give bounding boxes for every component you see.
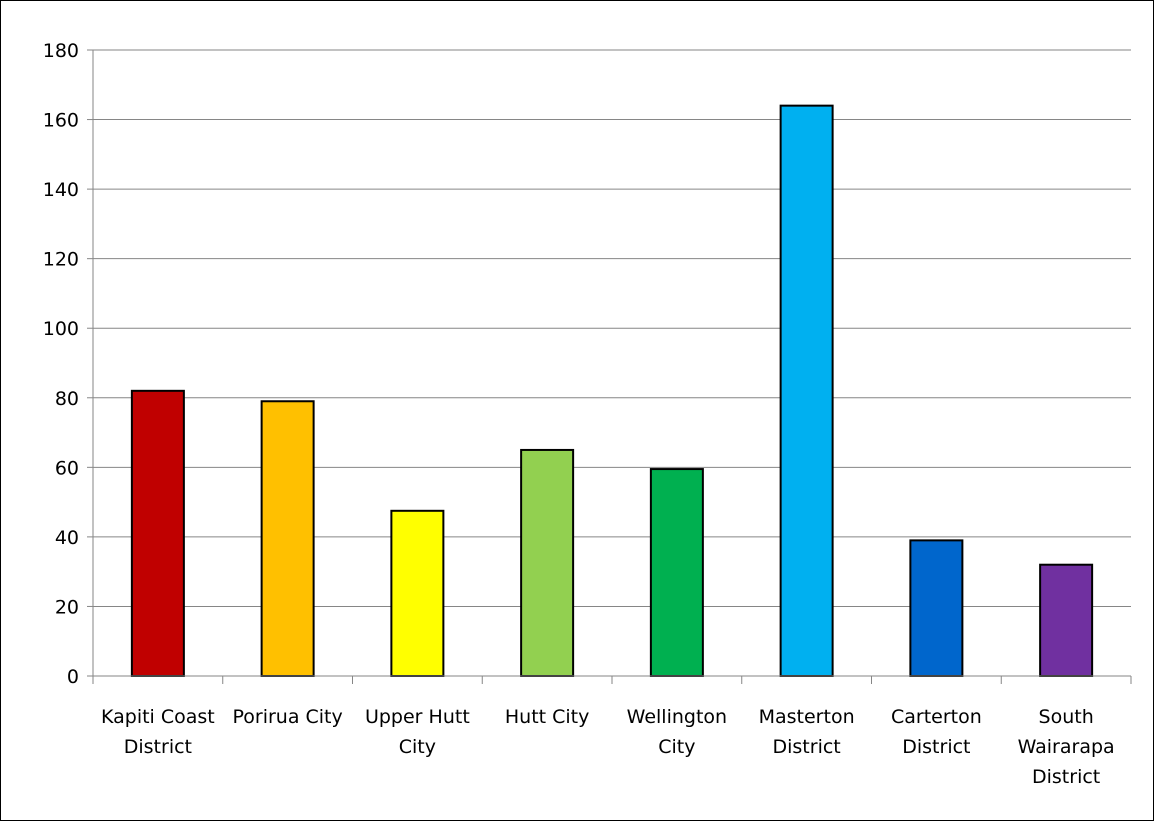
bars (130, 104, 1094, 678)
y-axis-ticks: 0 20 40 60 80 100 120 140 160 180 (43, 40, 93, 688)
axes (92, 50, 1132, 684)
x-tick-label-line: Porirua City (232, 706, 342, 728)
x-tick-label: Upper Hutt City (365, 706, 470, 758)
x-tick-label-line: South (1039, 706, 1094, 728)
x-tick-label: Wellington City (627, 706, 727, 758)
y-tick-label: 20 (55, 596, 79, 618)
x-tick-label-line: District (1032, 766, 1100, 788)
y-tick-label: 160 (43, 110, 79, 132)
bar (260, 400, 315, 677)
x-tick-label-line: District (773, 736, 841, 758)
bar (779, 104, 834, 677)
y-tick-label: 0 (67, 666, 79, 688)
bar (649, 468, 704, 678)
x-tick-label-line: Hutt City (505, 706, 590, 728)
x-tick-label-line: District (124, 736, 192, 758)
y-tick-label: 40 (55, 527, 79, 549)
x-tick-label-line: Wairarapa (1018, 736, 1115, 758)
x-tick-label-line: City (658, 736, 695, 758)
y-tick-label: 100 (43, 318, 79, 340)
x-tick-label-line: Upper Hutt (365, 706, 470, 728)
x-axis-labels: Kapiti Coast District Porirua City Upper Hu… (101, 706, 1115, 788)
bar (909, 539, 964, 677)
x-tick-label: Hutt City (505, 706, 590, 728)
x-tick-label-line: District (902, 736, 970, 758)
x-tick-label: South Wairarapa District (1018, 706, 1115, 788)
bar (130, 389, 185, 677)
y-tick-label: 140 (43, 179, 79, 201)
x-tick-label-line: Wellington (627, 706, 727, 728)
x-tick-label: Kapiti Coast District (101, 706, 215, 758)
bar (1039, 563, 1094, 678)
x-tick-label: Masterton District (759, 706, 855, 758)
y-tick-label: 120 (43, 249, 79, 271)
x-tick-label-line: Masterton (759, 706, 855, 728)
y-tick-label: 60 (55, 457, 79, 479)
x-tick-label: Carterton District (891, 706, 982, 758)
x-tick-label-line: City (399, 736, 436, 758)
y-tick-label: 80 (55, 388, 79, 410)
x-tick-label-line: Carterton (891, 706, 982, 728)
y-tick-label: 180 (43, 40, 79, 62)
x-tick-label-line: Kapiti Coast (101, 706, 215, 728)
bar (390, 509, 445, 677)
bar (520, 448, 575, 678)
gridlines (93, 49, 1131, 607)
x-tick-label: Porirua City (232, 706, 342, 728)
